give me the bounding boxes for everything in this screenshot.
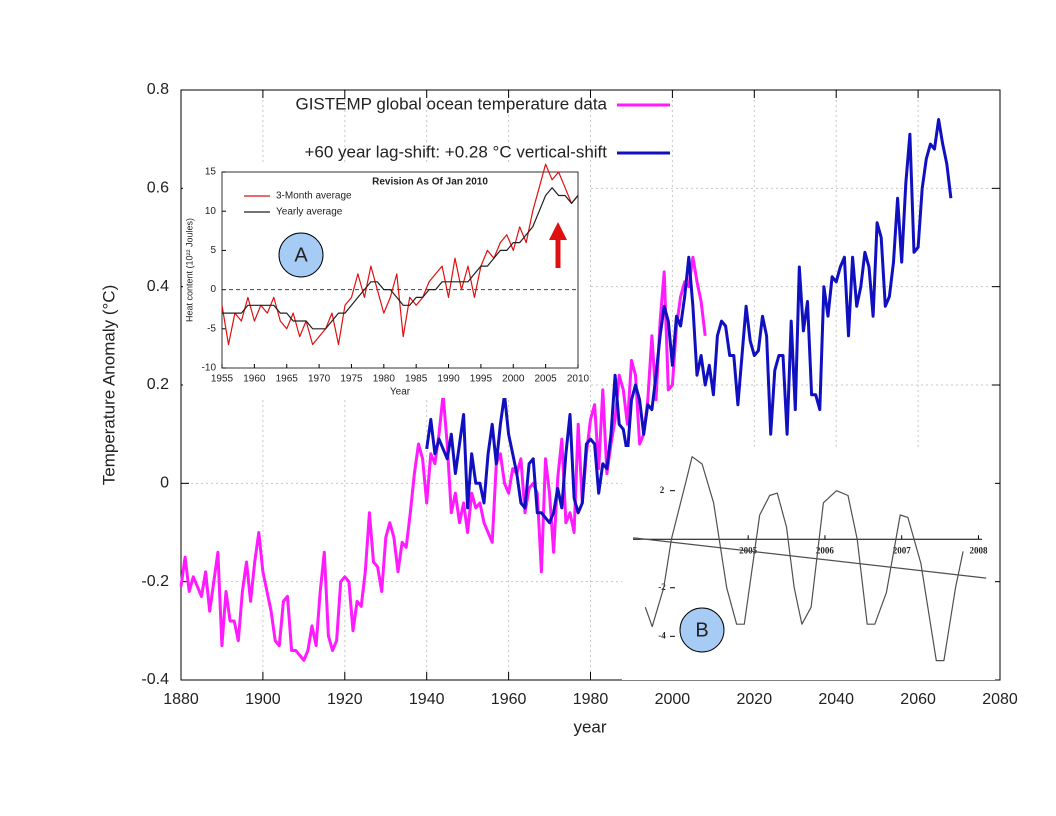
x-tick-label: 2000 — [655, 691, 691, 708]
x-tick-label: 2040 — [818, 691, 854, 708]
y-tick-label: 10 — [205, 206, 217, 217]
y-tick-label: 0 — [160, 475, 169, 492]
chart-title: Revision As Of Jan 2010 — [372, 177, 488, 188]
series-line — [644, 456, 964, 662]
x-tick-label: 2010 — [567, 374, 590, 385]
legend-label: +60 year lag-shift: +0.28 °C vertical-sh… — [304, 142, 607, 161]
x-tick-label: 1880 — [163, 691, 199, 708]
y-axis-label: Heat content (10²² Joules) — [184, 218, 194, 322]
x-tick-label: 1995 — [470, 374, 493, 385]
y-tick-label: 2 — [660, 485, 665, 495]
legend-label: Yearly average — [276, 207, 343, 218]
x-tick-label: 2060 — [900, 691, 936, 708]
y-axis-label: Temperature Anomaly (°C) — [99, 285, 118, 485]
annotation: A — [294, 244, 308, 266]
inset-a: -10 -5 0 5 10 15 1955 1960 1965 1970 1975 1980 1985 1… — [184, 163, 590, 398]
y-tick-label: 0.6 — [147, 180, 169, 197]
y-tick-label: 15 — [205, 167, 217, 178]
x-tick-label: 1955 — [211, 374, 234, 385]
plot-frame — [180, 89, 1001, 681]
x-tick-label: 1975 — [340, 374, 363, 385]
x-tick-label: 2005 — [739, 545, 758, 555]
y-tick-label: -5 — [207, 323, 216, 334]
inset-b-background — [622, 447, 995, 680]
x-tick-label: 1940 — [409, 691, 445, 708]
series-line — [425, 118, 953, 525]
x-tick-label: 2005 — [535, 374, 558, 385]
annotation-circle — [278, 232, 324, 278]
legend-label: 3-Month average — [276, 191, 352, 202]
y-tick-label: -0.4 — [141, 671, 169, 688]
x-tick-label: 1960 — [491, 691, 527, 708]
y-tick-label: 0 — [210, 284, 216, 295]
series-line — [632, 537, 987, 579]
y-tick-label: -0.2 — [141, 573, 169, 590]
y-tick-label: 0.2 — [147, 376, 169, 393]
x-tick-label: 1980 — [373, 374, 396, 385]
x-tick-label: 2006 — [816, 545, 835, 555]
annotation-circle — [679, 607, 725, 653]
red-arrow — [549, 222, 567, 268]
x-tick-label: 2020 — [737, 691, 773, 708]
inset-b: 2005 2006 2007 2008 -4 -2 2 — [632, 456, 988, 662]
x-tick-label: 1990 — [437, 374, 460, 385]
x-tick-label: 1980 — [573, 691, 609, 708]
x-tick-label: 1920 — [327, 691, 363, 708]
x-tick-label: 2007 — [893, 545, 912, 555]
x-tick-label: 2080 — [982, 691, 1018, 708]
main-chart: -0.4 -0.2 0 0.2 0.4 0.6 0.8 1880 1900 1920 1940 196… — [99, 81, 1017, 736]
y-tick-label: 0.4 — [147, 278, 169, 295]
x-tick-label: 2000 — [502, 374, 525, 385]
y-tick-label: 0.8 — [147, 81, 169, 98]
x-tick-label: 1965 — [276, 374, 299, 385]
y-tick-label: -10 — [202, 363, 217, 374]
x-tick-label: 1900 — [245, 691, 281, 708]
y-tick-label: 5 — [210, 245, 216, 256]
x-tick-label: 1985 — [405, 374, 428, 385]
legend-label: GISTEMP global ocean temperature data — [295, 94, 607, 113]
x-axis-label: year — [573, 717, 606, 736]
series-line — [221, 163, 579, 346]
annotation: B — [695, 619, 708, 641]
x-tick-label: 2008 — [969, 545, 988, 555]
y-tick-label: -4 — [658, 630, 666, 640]
x-tick-label: 1970 — [308, 374, 331, 385]
x-tick-label: 1960 — [243, 374, 266, 385]
series-line — [222, 187, 579, 330]
y-tick-label: -2 — [658, 582, 666, 592]
x-axis-label: Year — [390, 387, 411, 398]
inset-a-background — [183, 165, 590, 398]
plot-frame — [221, 171, 579, 369]
